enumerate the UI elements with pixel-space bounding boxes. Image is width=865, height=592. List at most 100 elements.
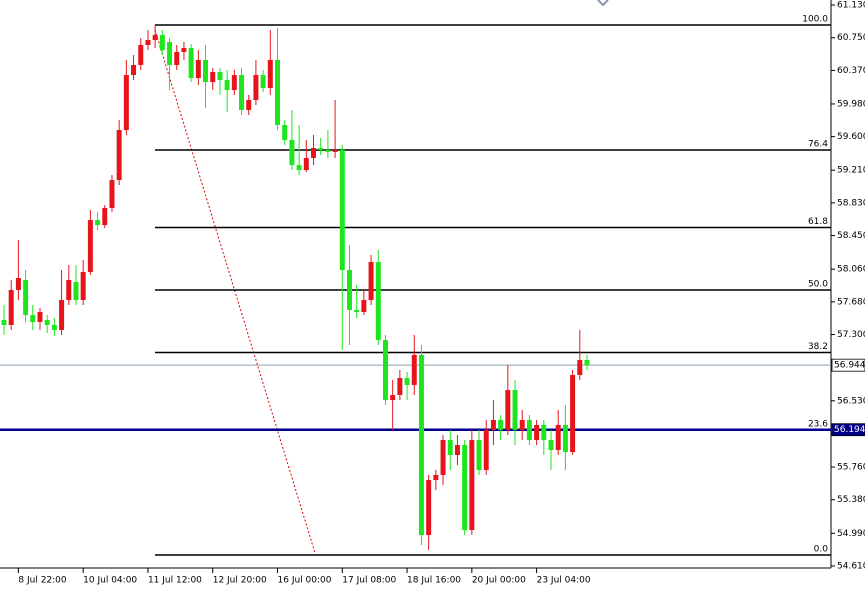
candle-body	[361, 300, 367, 313]
candle-body	[123, 75, 129, 131]
candle-body	[346, 270, 352, 311]
x-tick-label: 16 Jul 00:00	[278, 576, 332, 586]
price-tag-label: 56.944	[834, 361, 865, 371]
y-tick-label: 55.760	[837, 463, 865, 473]
x-tick-label: 10 Jul 04:00	[83, 576, 137, 586]
fib-label: 23.6	[808, 419, 828, 429]
candle-body	[490, 419, 496, 430]
price-tag	[831, 358, 865, 372]
x-tick-label: 11 Jul 12:00	[148, 576, 202, 586]
y-tick-label: 55.380	[837, 495, 865, 505]
candle-body	[109, 180, 115, 208]
candle-body	[397, 377, 403, 396]
y-tick-label: 54.990	[837, 529, 865, 539]
candle-body	[116, 130, 122, 181]
candle-body	[159, 35, 165, 51]
candle-body	[167, 41, 173, 65]
y-tick-label: 60.370	[837, 66, 865, 76]
x-tick-label: 17 Jul 08:00	[342, 576, 396, 586]
candle-body	[584, 360, 590, 366]
candle-body	[246, 99, 252, 110]
chevron	[597, 0, 609, 7]
y-tick-label: 54.610	[837, 562, 865, 572]
candle-body	[440, 440, 446, 475]
y-tick-label: 59.980	[837, 99, 865, 109]
candle-body	[418, 354, 424, 536]
y-tick-label: 57.300	[837, 330, 865, 340]
candle-body	[411, 354, 417, 385]
price-tag-label: 56.194	[834, 425, 865, 435]
candle-body	[577, 360, 583, 375]
candle-body	[382, 339, 388, 401]
candle-body	[195, 59, 201, 79]
x-tick-label: 8 Jul 22:00	[18, 576, 67, 586]
candle-body	[275, 59, 281, 126]
candle-body	[267, 59, 273, 89]
y-tick-label: 61.130	[837, 1, 865, 11]
candle-body	[339, 149, 345, 271]
candle-body	[541, 424, 547, 441]
candle-body	[526, 419, 532, 441]
candle-body	[447, 440, 453, 456]
candle-body	[145, 40, 151, 46]
y-tick-label: 60.750	[837, 33, 865, 43]
candle-body	[483, 429, 489, 470]
candle-body	[23, 279, 29, 316]
y-tick-label: 59.600	[837, 132, 865, 142]
fib-label: 0.0	[814, 544, 829, 554]
candle-body	[239, 75, 245, 110]
fib-label: 38.2	[808, 342, 828, 352]
candle-body	[296, 165, 302, 171]
x-tick-label: 18 Jul 16:00	[407, 576, 461, 586]
y-tick-label: 58.450	[837, 231, 865, 241]
candle-body	[534, 424, 540, 441]
candle-body	[44, 320, 50, 325]
candle-body	[282, 125, 288, 141]
candle-body	[210, 72, 216, 83]
candle-body	[390, 395, 396, 401]
candle-body	[260, 75, 266, 89]
candle-body	[66, 279, 72, 301]
candle-body	[404, 377, 410, 385]
candle-body	[555, 424, 561, 451]
price-tag	[831, 423, 865, 437]
candle-body	[95, 220, 101, 226]
candle-body	[102, 207, 108, 226]
x-tick-label: 20 Jul 00:00	[472, 576, 526, 586]
candle-body	[30, 315, 36, 322]
candle-body	[462, 445, 468, 531]
candle-body	[354, 310, 360, 313]
candle-body	[37, 312, 43, 322]
candle-body	[188, 48, 194, 79]
candle-body	[562, 424, 568, 452]
candle-body	[375, 262, 381, 340]
candle-body	[426, 480, 432, 536]
candle-body	[519, 419, 525, 430]
candle-body	[253, 75, 259, 100]
candle-body	[570, 374, 576, 452]
x-tick-label: 23 Jul 04:00	[537, 576, 591, 586]
candle-body	[152, 35, 158, 41]
y-tick-label: 57.680	[837, 297, 865, 307]
candle-body	[217, 72, 223, 81]
candle-body	[332, 149, 338, 152]
candle-body	[224, 80, 230, 91]
candle-body	[131, 64, 137, 76]
fib-label: 50.0	[808, 279, 828, 289]
candle-body	[231, 75, 237, 91]
candle-body	[498, 419, 504, 430]
candle-body	[512, 390, 518, 430]
candle-body	[454, 445, 460, 456]
candle-body	[138, 45, 144, 65]
candle-body	[59, 300, 65, 330]
candle-body	[51, 324, 57, 330]
candle-body	[433, 474, 439, 481]
candle-body	[469, 440, 475, 531]
candle-body	[87, 220, 93, 272]
candle-body	[80, 271, 86, 301]
fib-label: 76.4	[808, 139, 828, 149]
candle-body	[303, 157, 309, 171]
candle-body	[289, 140, 295, 166]
fib-label: 100.0	[802, 15, 828, 25]
